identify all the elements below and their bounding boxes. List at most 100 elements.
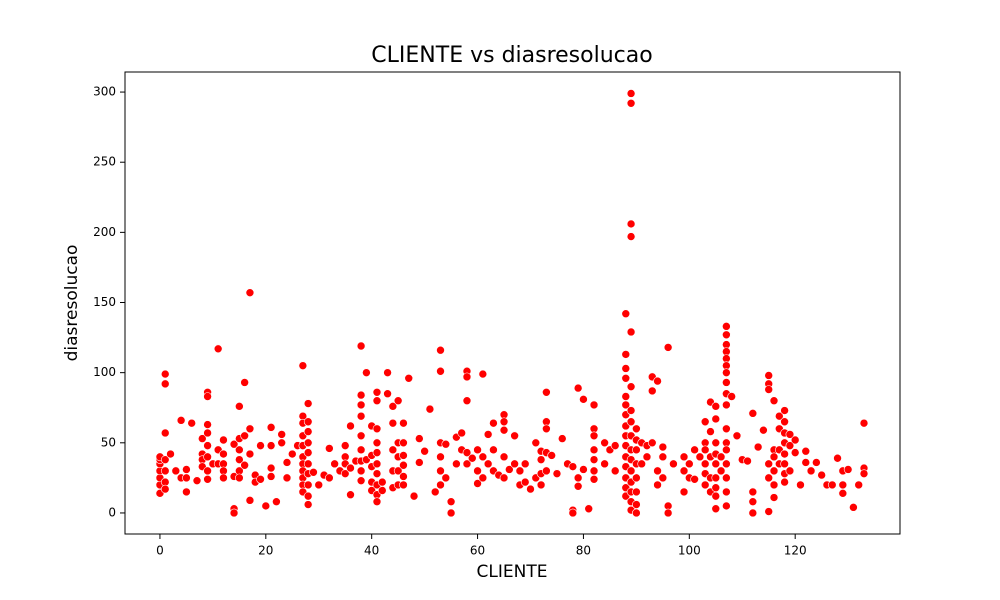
point — [372, 497, 382, 507]
point — [621, 400, 631, 410]
point — [722, 424, 731, 434]
point — [409, 491, 419, 501]
point — [785, 466, 795, 476]
point — [203, 466, 212, 476]
point — [579, 395, 588, 404]
point — [722, 378, 731, 387]
point — [679, 466, 689, 476]
point — [330, 459, 339, 469]
point — [669, 459, 678, 469]
point — [838, 489, 848, 498]
point — [727, 392, 736, 401]
point — [790, 435, 800, 445]
y-tick-label: 0 — [108, 505, 116, 519]
point — [568, 462, 578, 471]
point — [806, 466, 816, 476]
y-tick-label: 150 — [93, 295, 116, 309]
point — [589, 474, 599, 484]
point — [462, 448, 472, 457]
point — [536, 455, 546, 464]
point — [235, 473, 244, 483]
point — [399, 460, 408, 470]
point — [219, 473, 228, 483]
point — [621, 392, 631, 401]
point — [261, 501, 271, 511]
point — [626, 417, 636, 427]
point — [483, 430, 493, 439]
point — [160, 455, 170, 464]
point — [732, 431, 742, 441]
point — [499, 425, 509, 435]
point — [436, 466, 445, 476]
point — [430, 487, 440, 497]
point — [626, 406, 636, 415]
point — [356, 341, 366, 351]
point — [621, 364, 631, 373]
point — [785, 441, 795, 450]
point — [579, 465, 588, 474]
point — [859, 418, 869, 428]
point — [722, 400, 731, 410]
point — [542, 387, 551, 397]
point — [340, 441, 350, 450]
point — [753, 442, 763, 452]
point — [160, 466, 170, 476]
point — [722, 445, 731, 455]
point — [780, 417, 789, 427]
point — [176, 416, 186, 425]
point — [372, 424, 382, 434]
point — [859, 469, 869, 478]
point — [711, 504, 721, 514]
point — [346, 463, 355, 473]
point — [520, 477, 530, 487]
point — [722, 501, 731, 511]
point — [372, 396, 382, 406]
x-tick-label: 120 — [784, 544, 807, 558]
point — [679, 487, 689, 497]
point — [197, 434, 207, 443]
point — [266, 463, 276, 473]
point — [446, 508, 456, 518]
point — [663, 343, 673, 352]
point — [722, 368, 731, 377]
point — [632, 508, 641, 518]
point — [568, 508, 578, 518]
point — [827, 480, 837, 490]
point — [748, 487, 758, 497]
point — [160, 484, 170, 494]
point — [642, 452, 652, 462]
point — [383, 368, 392, 377]
point — [256, 474, 265, 484]
y-axis-label: diasresolucao — [62, 245, 82, 362]
point — [510, 431, 519, 441]
point — [473, 466, 482, 476]
point — [711, 491, 721, 501]
x-tick-label: 80 — [576, 544, 591, 558]
point — [748, 508, 758, 518]
point — [383, 389, 392, 399]
point — [182, 473, 191, 483]
point — [192, 476, 202, 485]
point — [626, 382, 636, 391]
point — [843, 465, 853, 474]
point — [467, 453, 477, 463]
point — [589, 431, 599, 441]
y-tick-label: 100 — [93, 365, 116, 379]
point — [610, 441, 620, 450]
point — [356, 400, 366, 410]
point — [245, 449, 255, 459]
point — [372, 469, 382, 478]
point — [462, 459, 472, 469]
point — [716, 452, 726, 462]
point — [388, 445, 398, 455]
point — [573, 383, 583, 393]
point — [462, 372, 472, 382]
point — [166, 449, 175, 459]
point — [436, 452, 445, 462]
point — [531, 438, 541, 448]
point — [478, 473, 488, 483]
point — [377, 486, 387, 495]
point — [436, 345, 445, 355]
point — [626, 219, 636, 229]
point — [420, 446, 429, 456]
